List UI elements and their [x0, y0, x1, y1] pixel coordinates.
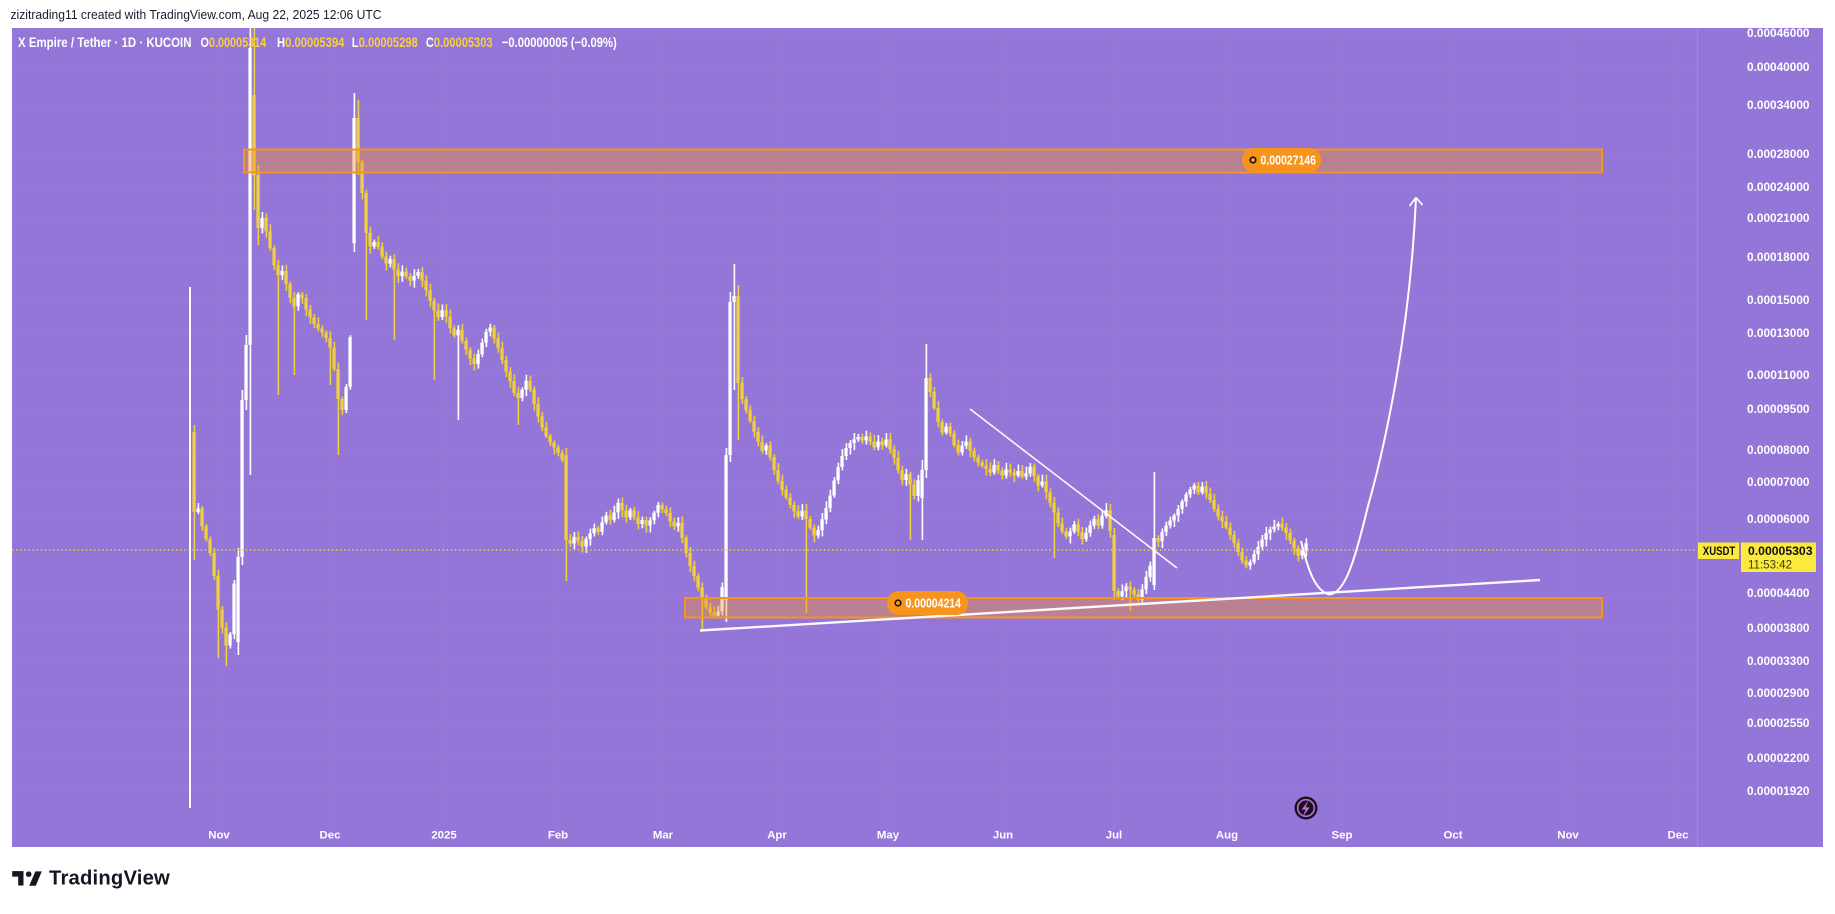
svg-text:0.00002200: 0.00002200	[1747, 751, 1810, 765]
svg-text:0.00002900: 0.00002900	[1747, 686, 1810, 700]
svg-text:0.00006000: 0.00006000	[1747, 512, 1810, 526]
svg-text:0.00027146: 0.00027146	[1261, 154, 1317, 168]
svg-text:0.00028000: 0.00028000	[1747, 147, 1810, 161]
svg-text:0.00011000: 0.00011000	[1747, 368, 1810, 382]
svg-text:Sep: Sep	[1332, 830, 1353, 842]
svg-text:2025: 2025	[431, 830, 457, 842]
svg-text:0.00018000: 0.00018000	[1747, 250, 1810, 264]
svg-text:L0.00005298: L0.00005298	[352, 35, 418, 50]
svg-text:0.00007000: 0.00007000	[1747, 475, 1810, 489]
svg-text:X Empire / Tether · 1D · KUCOI: X Empire / Tether · 1D · KUCOIN	[18, 35, 192, 50]
svg-text:0.00005303: 0.00005303	[1748, 544, 1813, 558]
svg-text:Feb: Feb	[548, 830, 568, 842]
svg-text:Apr: Apr	[767, 830, 787, 842]
svg-text:Aug: Aug	[1216, 830, 1238, 842]
svg-text:0.00024000: 0.00024000	[1747, 180, 1810, 194]
svg-text:XUSDT: XUSDT	[1703, 544, 1736, 558]
svg-text:C0.00005303: C0.00005303	[426, 35, 493, 50]
svg-text:0.00004214: 0.00004214	[906, 597, 962, 611]
svg-text:0.00001920: 0.00001920	[1747, 784, 1810, 798]
svg-text:0.00004400: 0.00004400	[1747, 586, 1810, 600]
svg-text:0.00009500: 0.00009500	[1747, 402, 1810, 416]
svg-text:Mar: Mar	[653, 830, 674, 842]
svg-text:0.00002550: 0.00002550	[1747, 716, 1810, 730]
svg-text:0.00003300: 0.00003300	[1747, 654, 1810, 668]
svg-text:0.00034000: 0.00034000	[1747, 98, 1810, 112]
svg-text:May: May	[877, 830, 900, 842]
svg-text:zizitrading11 created with Tra: zizitrading11 created with TradingView.c…	[11, 7, 382, 22]
svg-text:Dec: Dec	[1668, 830, 1689, 842]
svg-text:0.00021000: 0.00021000	[1747, 211, 1810, 225]
svg-text:Nov: Nov	[208, 830, 230, 842]
svg-text:0.00008000: 0.00008000	[1747, 443, 1810, 457]
svg-text:Jun: Jun	[993, 830, 1013, 842]
svg-text:0.00046000: 0.00046000	[1747, 26, 1810, 40]
svg-text:Nov: Nov	[1557, 830, 1579, 842]
svg-text:Jul: Jul	[1106, 830, 1122, 842]
svg-text:Dec: Dec	[320, 830, 341, 842]
svg-text:0.00040000: 0.00040000	[1747, 60, 1810, 74]
svg-text:−0.00000005 (−0.09%): −0.00000005 (−0.09%)	[502, 35, 617, 50]
svg-text:0.00013000: 0.00013000	[1747, 326, 1810, 340]
svg-text:Oct: Oct	[1444, 830, 1463, 842]
svg-text:O0.00005314: O0.00005314	[201, 35, 267, 50]
svg-text:H0.00005394: H0.00005394	[277, 35, 345, 50]
svg-text:0.00003800: 0.00003800	[1747, 621, 1810, 635]
svg-text:TradingView: TradingView	[49, 868, 170, 890]
svg-text:11:53:42: 11:53:42	[1748, 558, 1792, 572]
svg-text:0.00015000: 0.00015000	[1747, 293, 1810, 307]
